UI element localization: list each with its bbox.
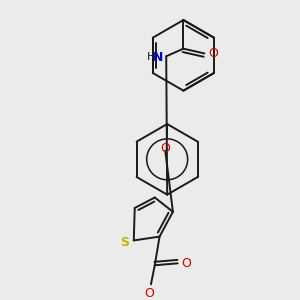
Text: S: S [120,236,129,249]
Text: O: O [160,142,170,155]
Text: O: O [144,287,154,300]
Text: H: H [146,52,155,62]
Text: O: O [182,257,191,270]
Text: O: O [208,47,218,60]
Text: N: N [153,51,164,64]
